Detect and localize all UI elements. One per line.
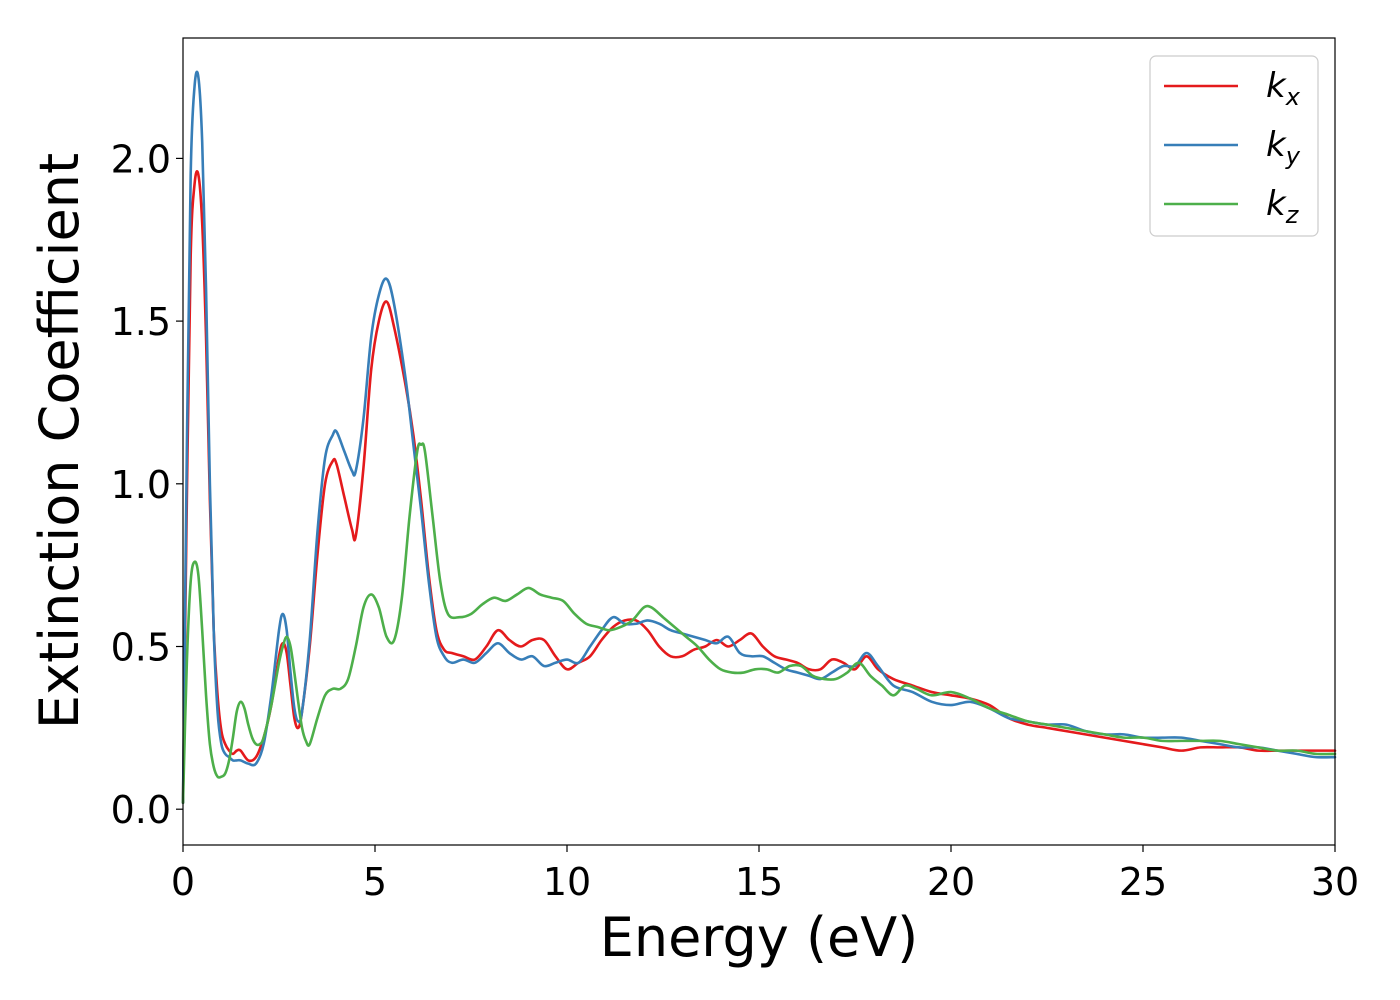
y-tick-label: 0.5 (111, 626, 171, 670)
x-tick-label: 15 (735, 860, 783, 904)
y-tick-label: 0.0 (111, 788, 171, 832)
y-tick-label: 2.0 (111, 137, 171, 181)
x-tick-label: 25 (1119, 860, 1167, 904)
x-axis-title: Energy (eV) (600, 906, 919, 969)
x-tick-label: 5 (363, 860, 387, 904)
series-line-y (181, 70, 1337, 804)
x-tick-label: 20 (927, 860, 975, 904)
legend: kx ky kz (1149, 55, 1319, 237)
legend-label-y: ky (1266, 125, 1301, 170)
series-line-z (181, 442, 1337, 804)
y-axis-title: Extinction Coefficient (28, 153, 91, 729)
legend-label-z: kz (1266, 184, 1300, 229)
x-tick-label: 0 (171, 860, 195, 904)
y-tick-label: 1.0 (111, 463, 171, 507)
x-tick-label: 30 (1311, 860, 1359, 904)
series-line-x (181, 170, 1337, 804)
y-tick-label: 1.5 (111, 300, 171, 344)
x-tick-label: 10 (543, 860, 591, 904)
x-axis-ticks: 0 5 10 15 20 25 30 (171, 845, 1359, 904)
legend-label-x: kx (1266, 66, 1301, 111)
series-layer (181, 70, 1337, 804)
y-axis-ticks: 0.0 0.5 1.0 1.5 2.0 (111, 137, 183, 832)
